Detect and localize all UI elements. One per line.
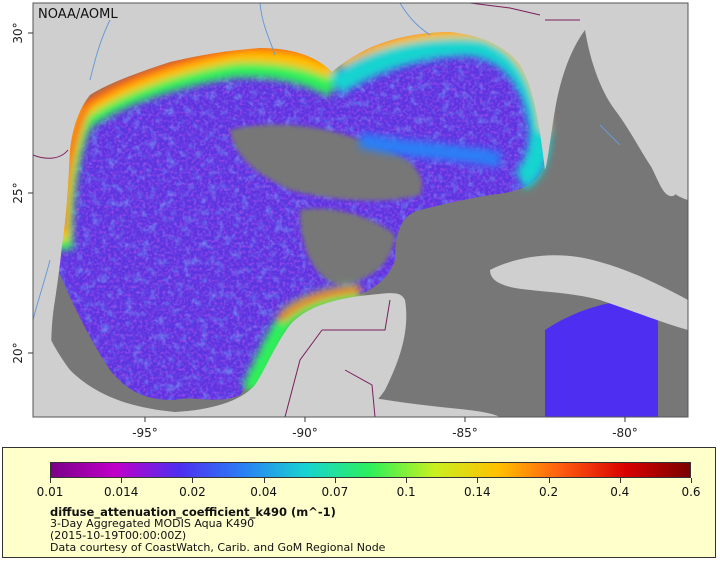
axis-ticks xyxy=(28,32,626,422)
colorbar-tick-label: 0.6 xyxy=(681,485,701,499)
product-date: (2015-10-19T00:00:00Z) xyxy=(50,529,187,542)
land-mexico xyxy=(33,293,407,417)
colorbar-tickmark xyxy=(406,478,408,483)
colorbar-tickmark xyxy=(334,478,336,483)
lat-label: 20° xyxy=(11,342,25,363)
colorbar-tickmark xyxy=(477,478,479,483)
colorbar-tick-label: 0.4 xyxy=(610,485,630,499)
colorbar-tick-label: 0.01 xyxy=(36,485,64,499)
lon-label: -90° xyxy=(292,426,318,440)
colorbar xyxy=(50,462,691,478)
rivers xyxy=(33,3,621,321)
colorbar-tickmark xyxy=(548,478,550,483)
colorbar-tick-label: 0.1 xyxy=(396,485,416,499)
lon-label: -85° xyxy=(452,426,478,440)
no-data-gap xyxy=(230,124,422,201)
caribbean-data-region xyxy=(545,300,658,417)
colorbar-tick-label: 0.2 xyxy=(539,485,559,499)
map-plot-area xyxy=(33,3,688,417)
colorbar-tickmark xyxy=(263,478,265,483)
data-credit: Data courtesy of CoastWatch, Carib. and … xyxy=(50,541,386,554)
colorbar-tickmark xyxy=(50,478,51,483)
no-data-gap xyxy=(300,208,395,285)
lon-label: -95° xyxy=(132,426,158,440)
colorbar-tickmark xyxy=(121,478,123,483)
political-borders xyxy=(33,3,580,417)
land-cuba xyxy=(490,255,688,330)
land-central-america xyxy=(300,393,500,417)
map-credit: NOAA/AOML xyxy=(38,7,118,22)
colorbar-tickmark xyxy=(691,478,692,483)
colorbar-tick-label: 0.014 xyxy=(104,485,139,499)
colorbar-tick-label: 0.04 xyxy=(250,485,278,499)
lat-label: 25° xyxy=(11,182,25,203)
variable-title: diffuse_attenuation_coefficient_k490 (m^… xyxy=(50,505,336,519)
legend-panel: 0.01 0.014 0.02 0.04 0.07 0.1 0.14 0.2 0.4 0.6 di… xyxy=(2,447,716,558)
land-florida xyxy=(585,3,688,197)
lat-label: 30° xyxy=(11,22,25,43)
legend-text: diffuse_attenuation_coefficient_k490 (m^… xyxy=(50,506,385,554)
product-name: 3-Day Aggregated MODIS Aqua K490 xyxy=(50,517,255,530)
lon-label: -80° xyxy=(612,426,638,440)
colorbar-tick-label: 0.02 xyxy=(179,485,206,499)
plot-border xyxy=(32,2,689,418)
colorbar-tickmark xyxy=(619,478,621,483)
colorbar-tick-label: 0.14 xyxy=(463,485,491,499)
colorbar-tickmark xyxy=(192,478,194,483)
colorbar-labels: 0.01 0.014 0.02 0.04 0.07 0.1 0.14 0.2 0.4 0.6 xyxy=(37,485,701,499)
colorbar-tick-label: 0.07 xyxy=(321,485,349,499)
